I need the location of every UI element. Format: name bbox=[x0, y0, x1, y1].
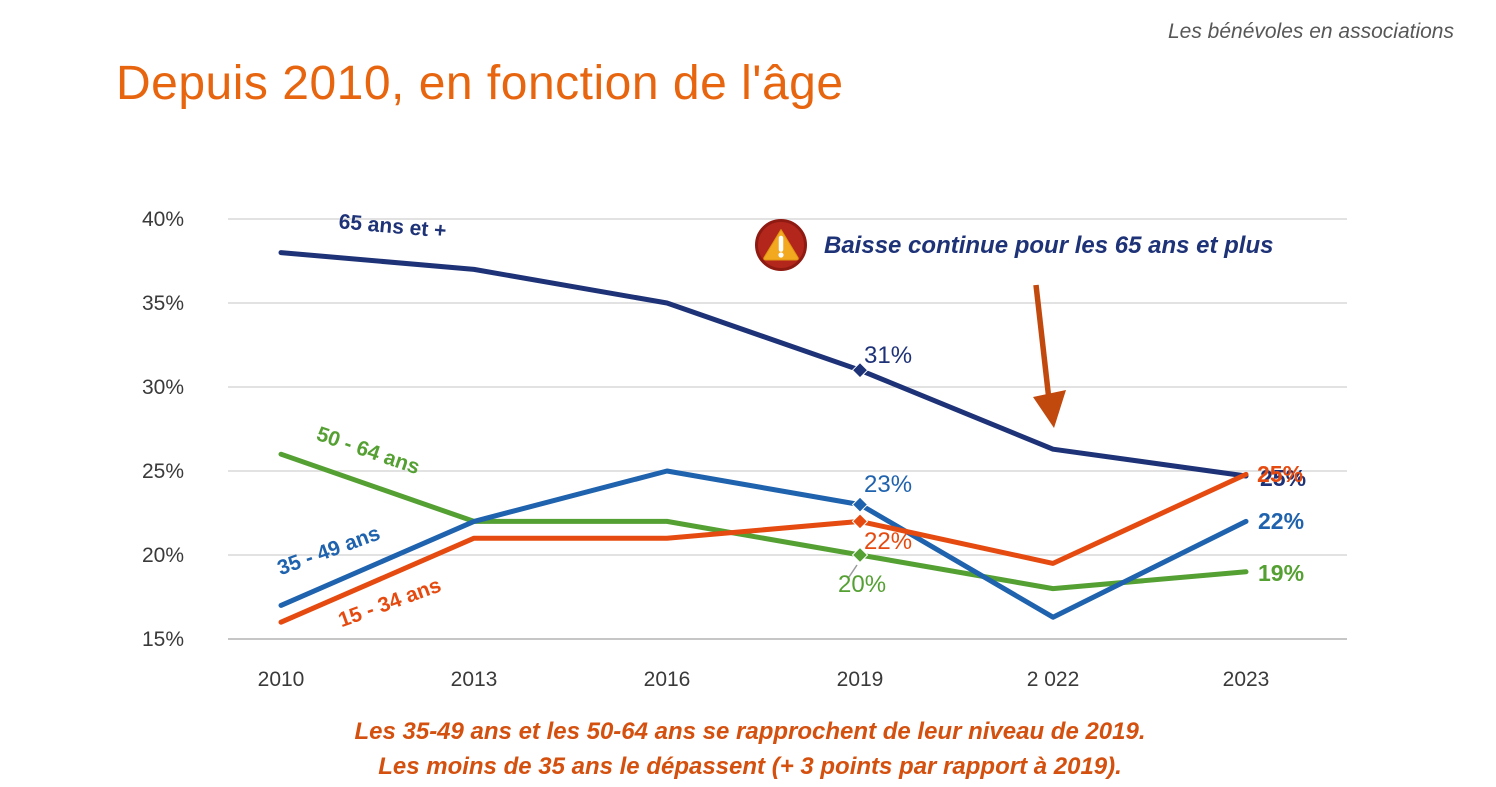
annotation-arrow bbox=[1033, 284, 1052, 401]
value-label-end-65-ans-et: 25% bbox=[1260, 465, 1306, 491]
annotation-arrowhead bbox=[1033, 390, 1066, 428]
x-tick-label: 2013 bbox=[451, 668, 498, 691]
chart-captions: Les 35-49 ans et les 50-64 ans se rappro… bbox=[80, 714, 1420, 784]
series-label-65-ans-et: 65 ans et + bbox=[338, 210, 448, 242]
x-tick-label: 2010 bbox=[258, 668, 305, 691]
x-tick-label: 2 022 bbox=[1027, 668, 1080, 691]
value-label-2019-35-49-ans: 23% bbox=[864, 471, 912, 498]
y-tick-label: 40% bbox=[142, 208, 184, 231]
caption-line-2: Les moins de 35 ans le dépassent (+ 3 po… bbox=[378, 753, 1122, 780]
marker-2019-65-ans-et bbox=[851, 361, 869, 379]
marker-2019-50-64-ans bbox=[851, 546, 869, 564]
value-label-2019-15-34-ans: 22% bbox=[864, 528, 912, 555]
y-tick-label: 35% bbox=[142, 292, 184, 315]
y-tick-label: 30% bbox=[142, 376, 184, 399]
annotation-callout: Baisse continue pour les 65 ans et plus bbox=[754, 218, 1273, 272]
marker-2019-15-34-ans bbox=[851, 513, 869, 530]
series-line-65-ans-et bbox=[278, 250, 1249, 479]
x-tick-label: 2016 bbox=[644, 668, 691, 691]
series-label-15-34-ans: 15 - 34 ans bbox=[335, 574, 444, 632]
warning-icon bbox=[755, 219, 807, 271]
series-line-35-49-ans bbox=[278, 468, 1249, 620]
value-label-end-35-49-ans: 22% bbox=[1258, 508, 1304, 534]
y-tick-label: 15% bbox=[142, 628, 184, 651]
page-title: Depuis 2010, en fonction de l'âge bbox=[116, 57, 844, 110]
caption-line-1: Les 35-49 ans et les 50-64 ans se rappro… bbox=[354, 718, 1146, 745]
value-label-end-50-64-ans: 19% bbox=[1258, 560, 1304, 586]
x-tick-label: 2019 bbox=[837, 668, 884, 691]
value-label-2019-65-ans-et: 31% bbox=[864, 342, 912, 369]
annotation-text: Baisse continue pour les 65 ans et plus bbox=[824, 232, 1274, 259]
series-label-35-49-ans: 35 - 49 ans bbox=[274, 522, 383, 580]
marker-2019-35-49-ans bbox=[851, 496, 869, 513]
label-leader-line bbox=[848, 564, 858, 578]
y-tick-label: 25% bbox=[142, 460, 184, 483]
value-label-end-15-34-ans: 25% bbox=[1257, 461, 1303, 487]
y-tick-label: 20% bbox=[142, 544, 184, 567]
value-label-2019-50-64-ans: 20% bbox=[838, 571, 886, 598]
page-header-brand: Les bénévoles en associations bbox=[1167, 20, 1454, 43]
series-line-15-34-ans bbox=[278, 471, 1249, 625]
series-line-50-64-ans bbox=[278, 451, 1249, 592]
x-tick-label: 2023 bbox=[1223, 668, 1270, 691]
